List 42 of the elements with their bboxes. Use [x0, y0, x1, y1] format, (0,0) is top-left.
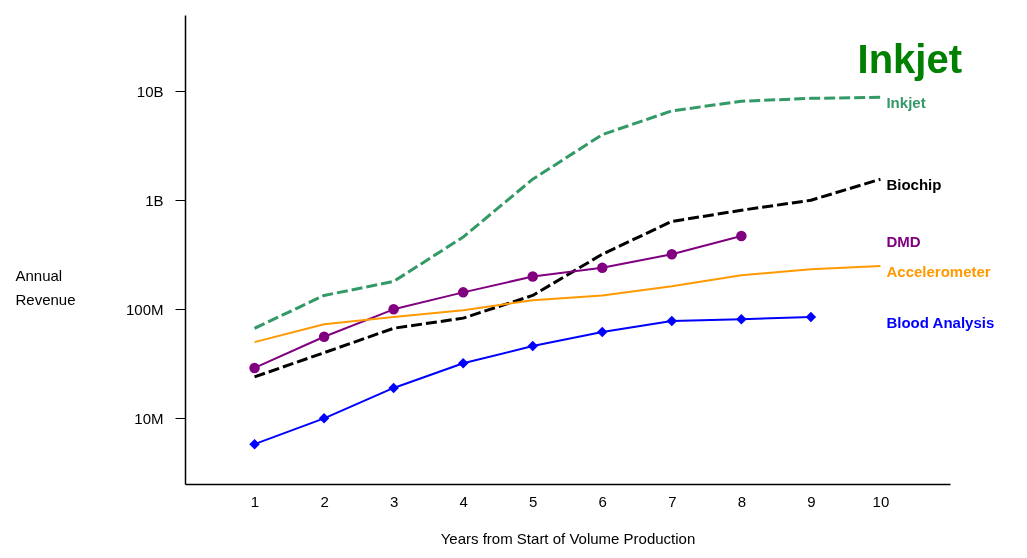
- line-series: [253, 95, 882, 330]
- point: [805, 311, 817, 323]
- x-tick-label: 4: [459, 492, 468, 510]
- x-tick-label: 8: [737, 492, 747, 510]
- x-tick-label: 2: [320, 492, 329, 510]
- point: [527, 340, 538, 352]
- x-tick-label: 7: [668, 492, 677, 510]
- series-label: Accelerometer: [886, 262, 991, 280]
- point: [666, 315, 678, 327]
- series-label: Inkjet: [886, 94, 926, 112]
- point: [457, 287, 469, 298]
- point: [249, 438, 260, 450]
- point: [666, 248, 678, 260]
- line-series: [253, 264, 882, 344]
- point: [527, 271, 538, 282]
- point: [388, 304, 399, 315]
- point: [597, 326, 608, 338]
- y-tick-label: 10B: [136, 82, 164, 100]
- point: [457, 358, 469, 369]
- series-label: Biochip: [886, 176, 942, 194]
- x-tick-label: 9: [807, 492, 816, 510]
- point: [597, 262, 608, 274]
- point: [249, 362, 260, 374]
- y-tick-label: 1B: [145, 191, 164, 209]
- y-tick-label: 100M: [125, 300, 164, 318]
- line-series: [253, 177, 882, 379]
- point: [318, 413, 330, 424]
- y-tick-label: 10M: [134, 409, 164, 427]
- x-tick-label: 5: [529, 492, 538, 510]
- x-axis-title: Years from Start of Volume Production: [440, 529, 696, 547]
- x-tick-label: 6: [598, 492, 607, 510]
- point: [736, 230, 747, 242]
- point: [318, 331, 330, 342]
- text: DMD: [886, 233, 921, 251]
- text: Inkjet: [857, 37, 962, 81]
- point: [736, 314, 747, 325]
- x-tick-label: 10: [872, 492, 890, 510]
- y-axis-title: Annual Revenue: [15, 266, 76, 308]
- point: [388, 382, 399, 394]
- x-tick-label: 1: [250, 492, 260, 510]
- x-tick-label: 3: [389, 492, 399, 510]
- text: Blood Analysis: [886, 314, 995, 331]
